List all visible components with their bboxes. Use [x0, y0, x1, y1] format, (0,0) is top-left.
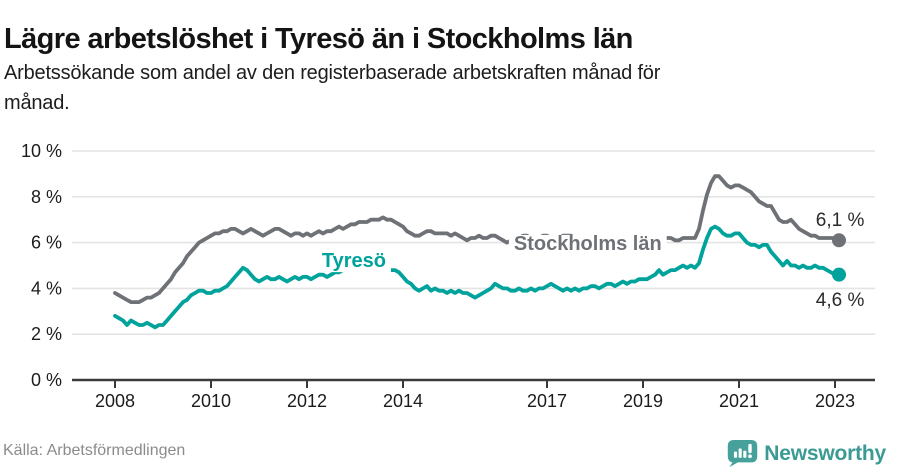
series-label-mask — [316, 252, 391, 273]
x-tick-label: 2012 — [287, 391, 327, 411]
series-line-stockholms-län — [113, 174, 841, 305]
y-tick-label: 8 % — [31, 187, 62, 207]
x-tick-label: 2019 — [623, 391, 663, 411]
chart-area: 0 % 2 % 4 % 6 % 8 % 10 % 2008 2010 2012 2014 2017 2… — [0, 130, 900, 430]
y-tick-label: 4 % — [31, 278, 62, 298]
series-end-value-label: 6,1 % — [816, 210, 865, 231]
y-tick-label: 6 % — [31, 233, 62, 253]
series-end-value-label: 4,6 % — [816, 290, 865, 311]
series-end-dot — [832, 267, 846, 282]
line-chart: 0 % 2 % 4 % 6 % 8 % 10 % 2008 2010 2012 2014 2017 2… — [21, 141, 875, 411]
y-tick-label: 0 % — [31, 370, 62, 390]
y-tick-label: 2 % — [31, 324, 62, 344]
series-line-tyresö — [113, 224, 841, 330]
x-tick-label: 2021 — [719, 391, 759, 411]
x-tick-label: 2017 — [527, 391, 567, 411]
page-title: Lägre arbetslöshet i Tyresö än i Stockho… — [4, 23, 633, 56]
source-caption: Källa: Arbetsförmedlingen — [3, 442, 186, 459]
newsworthy-logo: Newsworthy — [727, 439, 886, 468]
series-end-dot — [832, 233, 846, 248]
series-inline-label: Tyresö — [322, 250, 386, 272]
x-tick-label: 2014 — [383, 391, 423, 411]
brand-wordmark: Newsworthy — [764, 441, 886, 465]
x-tick-label: 2010 — [191, 391, 231, 411]
newsworthy-speech-bubble-bar-chart-icon — [728, 439, 758, 468]
chart-subtitle: Arbetssökande som andel av den registerb… — [4, 62, 661, 114]
x-tick-label: 2023 — [815, 391, 855, 411]
series-label-mask — [508, 234, 667, 255]
x-tick-label: 2008 — [95, 391, 135, 411]
y-tick-label: 10 % — [21, 141, 62, 161]
series-inline-label: Stockholms län — [514, 233, 662, 255]
